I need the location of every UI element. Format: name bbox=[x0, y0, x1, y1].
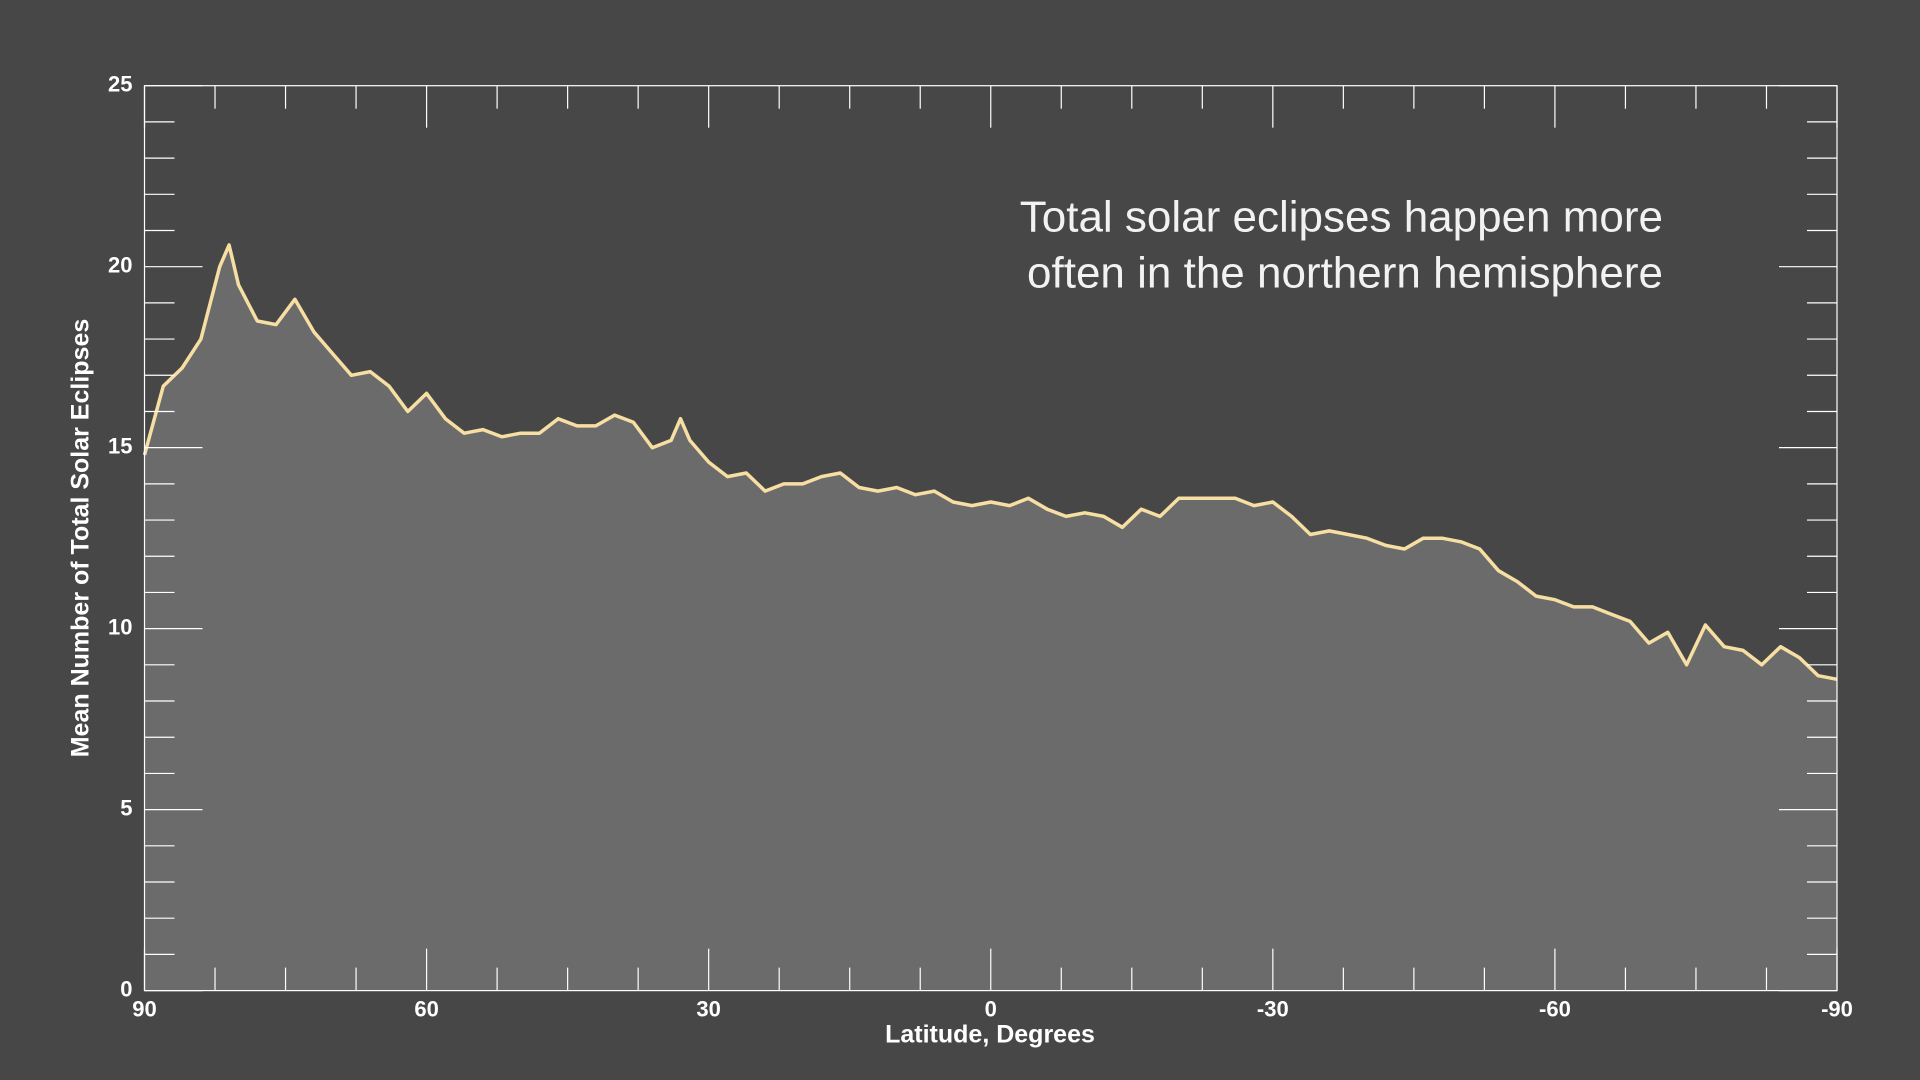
x-tick-label: 90 bbox=[132, 996, 156, 1021]
y-tick-label: 5 bbox=[120, 795, 132, 820]
y-tick-label: 20 bbox=[108, 252, 132, 277]
x-tick-label: 30 bbox=[696, 996, 720, 1021]
x-tick-label: 60 bbox=[414, 996, 438, 1021]
data-line bbox=[142, 243, 1838, 682]
annotation: often in the northern hemisphere bbox=[1027, 249, 1663, 298]
x-tick-label: -90 bbox=[1821, 996, 1853, 1021]
x-tick-label: -60 bbox=[1539, 996, 1571, 1021]
annotation: Total solar eclipses happen more bbox=[1020, 193, 1663, 242]
x-tick-label: 0 bbox=[985, 996, 997, 1021]
y-axis-title: Mean Number of Total Solar Eclipses bbox=[67, 319, 95, 758]
x-tick-label: -30 bbox=[1257, 996, 1289, 1021]
y-tick-label: 0 bbox=[120, 976, 132, 1001]
y-tick-label: 25 bbox=[108, 72, 132, 97]
y-tick-label: 10 bbox=[108, 614, 132, 639]
area-fill bbox=[144, 245, 1837, 991]
x-axis-title: Latitude, Degrees bbox=[885, 1021, 1095, 1049]
y-tick-label: 15 bbox=[108, 433, 132, 458]
